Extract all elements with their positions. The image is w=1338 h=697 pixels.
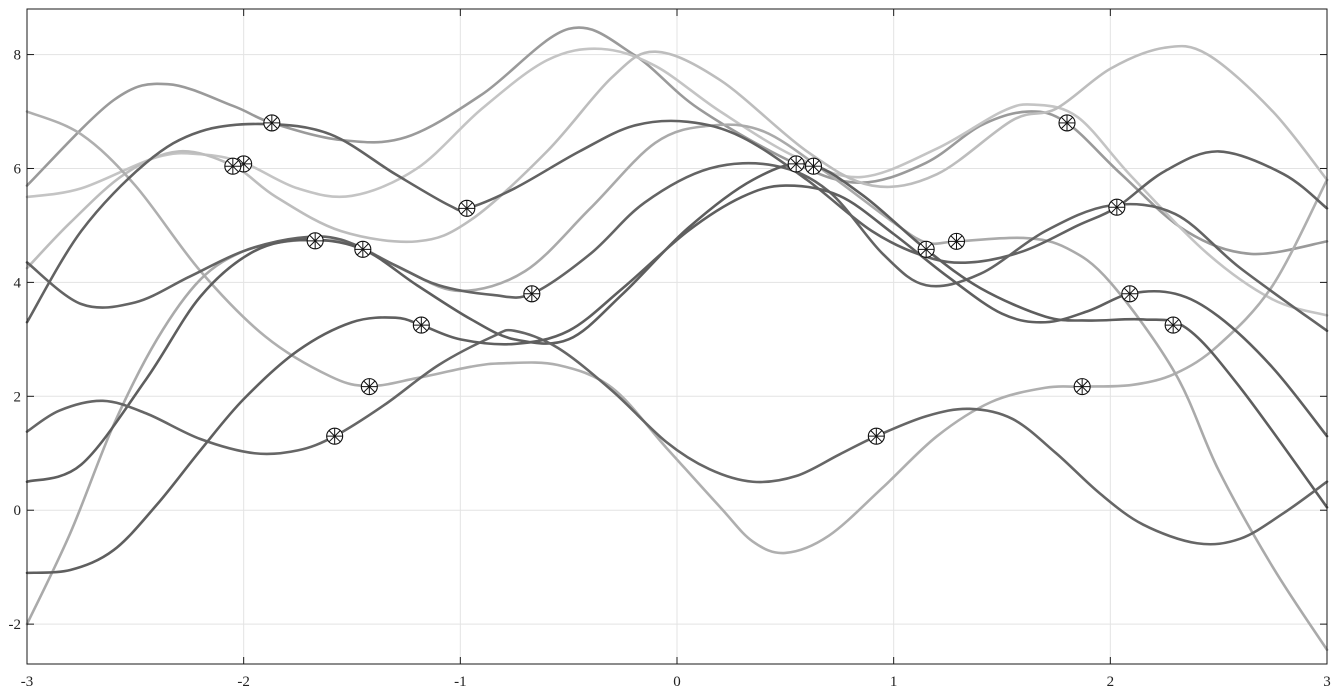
sample-marker [867, 427, 885, 445]
sample-marker [458, 199, 476, 217]
x-tick-label: -2 [237, 674, 250, 690]
y-tick-label: 0 [14, 503, 22, 519]
y-tick-label: 4 [14, 275, 22, 291]
y-tick-label: -2 [9, 617, 22, 633]
sample-marker [1108, 198, 1126, 216]
axis-ticks: -3 -2 -1 0 1 2 3 -2 0 2 4 6 8 [9, 9, 1331, 690]
sample-marker [787, 155, 805, 173]
sample-marker [326, 427, 344, 445]
sample-marker [1058, 114, 1076, 132]
sample-marker [1073, 378, 1091, 396]
x-tick-label: 1 [890, 674, 898, 690]
x-tick-label: 3 [1323, 674, 1331, 690]
sample-marker [354, 240, 372, 258]
sample-marker [1164, 316, 1182, 334]
grid [26, 9, 1328, 664]
x-tick-label: -3 [21, 674, 34, 690]
sample-marker [947, 232, 966, 250]
x-tick-label: 0 [673, 674, 681, 690]
sample-marker [523, 285, 541, 303]
sample-marker [306, 232, 324, 250]
sample-marker [224, 157, 242, 175]
series-line-5 [25, 123, 1329, 652]
series-line-7 [25, 161, 1329, 333]
series-line-9 [25, 328, 1329, 546]
sample-marker [804, 157, 823, 175]
series-line-1 [25, 26, 1329, 256]
y-tick-label: 6 [14, 161, 22, 177]
x-tick-label: -1 [454, 674, 467, 690]
series-line-4 [25, 110, 1329, 555]
sample-marker [263, 114, 281, 132]
x-tick-label: 2 [1107, 674, 1115, 690]
sample-marker [360, 378, 378, 396]
y-tick-label: 2 [14, 389, 22, 405]
sample-marker [412, 316, 430, 334]
sample-markers [224, 114, 1182, 445]
sample-marker [917, 240, 935, 258]
series-line-10 [25, 184, 1329, 575]
sample-marker [1121, 285, 1139, 303]
series-lines [25, 26, 1329, 652]
y-tick-label: 8 [14, 48, 22, 64]
